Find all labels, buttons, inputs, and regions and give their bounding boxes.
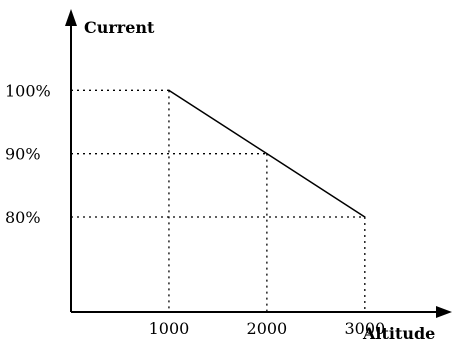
data-point-1: [266, 152, 268, 155]
x-axis-arrow: [436, 306, 452, 318]
data-point-2: [364, 216, 366, 218]
tick-labels: 1000 2000 3000 80% 90% 100%: [5, 81, 385, 338]
y-axis-title: Current: [84, 18, 155, 37]
y-tick-label-2: 100%: [5, 81, 51, 100]
x-tick-label-2: 3000: [344, 319, 385, 338]
x-tick-label-1: 2000: [247, 319, 288, 338]
y-tick-label-1: 90%: [5, 145, 41, 164]
dotted-guides: [71, 89, 366, 312]
y-axis-arrow: [65, 9, 77, 26]
x-axis-title: Altitude: [362, 324, 435, 343]
axes: [65, 9, 452, 318]
x-tick-label-0: 1000: [149, 319, 190, 338]
series-group: [168, 89, 366, 218]
data-point-0: [168, 89, 170, 92]
y-tick-label-0: 80%: [5, 208, 41, 227]
